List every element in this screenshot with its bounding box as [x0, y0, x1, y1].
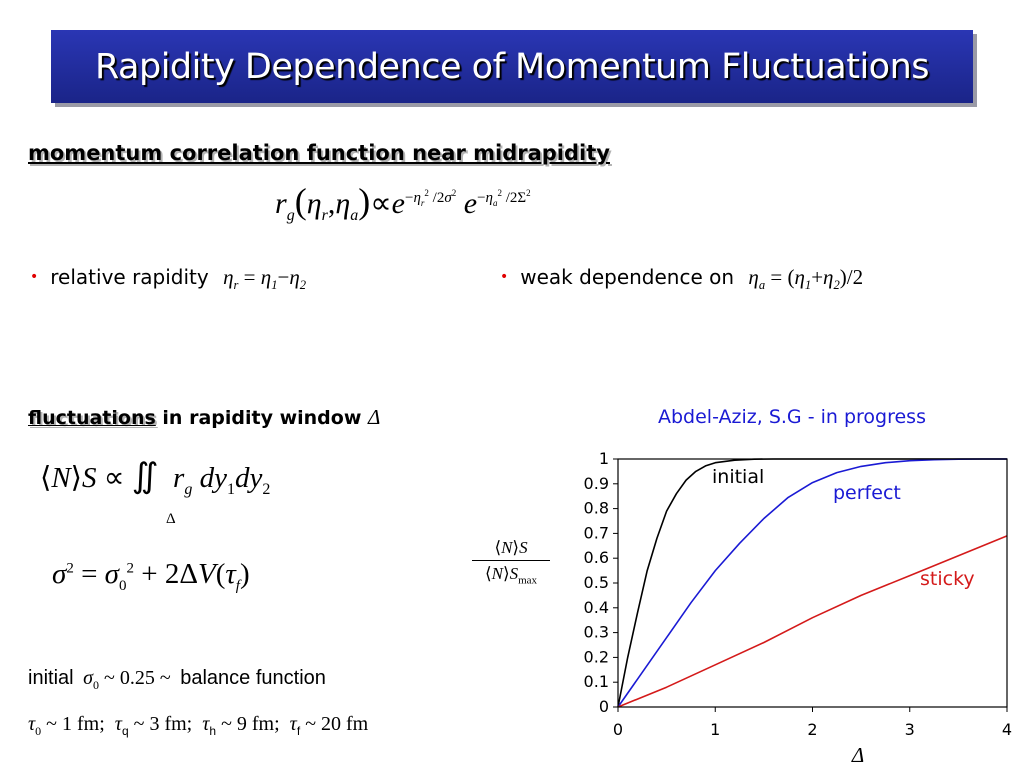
series-line-sticky	[617, 535, 1008, 708]
y-tick-label: 0.9	[584, 474, 609, 493]
section1-heading-text: momentum correlation function near midra…	[28, 141, 610, 165]
y-tick-label: 0.4	[584, 598, 609, 617]
bullet-weak-dependence-label: weak dependence on	[520, 265, 735, 289]
initial-prefix: initial	[28, 667, 74, 689]
y-tick-label: 0.6	[584, 548, 609, 567]
correlation-function-equation: rg(ηr,ηa)∝e−ηr2 /2σ2 e−ηa2 /2Σ2	[275, 181, 531, 224]
title-banner: Rapidity Dependence of Momentum Fluctuat…	[51, 30, 973, 103]
y-tick-label: 0.7	[584, 523, 609, 542]
chart-frame	[617, 458, 1008, 708]
delta-symbol: Δ	[368, 405, 381, 429]
series-label-initial: initial	[712, 466, 765, 488]
section2-heading-rest: in rapidity window	[162, 407, 362, 429]
bullet-weak-dependence: • weak dependence on ηa = (η1+η2)/2	[500, 265, 863, 293]
y-tick-label: 0.2	[584, 647, 609, 666]
section2-heading: fluctuations in rapidity window Δ	[28, 405, 380, 430]
y-tick-label: 0.5	[584, 573, 609, 592]
time-scales-line: τ0 ~ 1 fm; τq ~ 3 fm; τh ~ 9 fm; τf ~ 20…	[28, 713, 369, 738]
sigma0-value: σ0 ~ 0.25 ~	[83, 667, 171, 692]
initial-suffix: balance function	[180, 667, 326, 689]
x-tick-label: 4	[1002, 720, 1012, 739]
integral-domain-delta: Δ	[166, 511, 176, 527]
variance-equation: σ2 = σ02 + 2ΔV(τf)	[52, 558, 250, 594]
series-label-sticky: sticky	[920, 568, 975, 590]
initial-balance-line: initial σ0 ~ 0.25 ~ balance function	[28, 667, 326, 693]
fluctuations-word: fluctuations	[28, 407, 156, 429]
bullet-icon: •	[30, 269, 39, 285]
fluctuation-integral-equation: ⟨N⟩S ∝ ∬ rg dy1dy2	[40, 458, 271, 498]
attribution: Abdel-Aziz, S.G - in progress	[658, 406, 926, 428]
series-label-perfect: perfect	[833, 482, 901, 504]
bullet-relative-rapidity: • relative rapidity ηr = η1−η2	[30, 265, 306, 293]
y-tick-label: 0.3	[584, 623, 609, 642]
x-tick-label: 3	[905, 720, 915, 739]
x-tick-label: 0	[613, 720, 623, 739]
relative-rapidity-formula: ηr = η1−η2	[223, 265, 307, 293]
chart-xlabel: Δ	[851, 743, 864, 767]
y-tick-label: 0.8	[584, 499, 609, 518]
section1-heading: momentum correlation function near midra…	[28, 141, 610, 165]
y-tick-label: 1	[599, 449, 609, 468]
bullet-relative-rapidity-label: relative rapidity	[50, 265, 209, 289]
x-tick-label: 1	[710, 720, 720, 739]
bullet-icon: •	[500, 269, 509, 285]
average-rapidity-formula: ηa = (η1+η2)/2	[748, 265, 864, 293]
chart-ylabel: ⟨N⟩S ⟨N⟩Smax	[472, 538, 550, 586]
y-tick-label: 0	[599, 697, 609, 716]
x-tick-label: 2	[807, 720, 817, 739]
y-tick-label: 0.1	[584, 672, 609, 691]
slide-title: Rapidity Dependence of Momentum Fluctuat…	[94, 46, 930, 87]
